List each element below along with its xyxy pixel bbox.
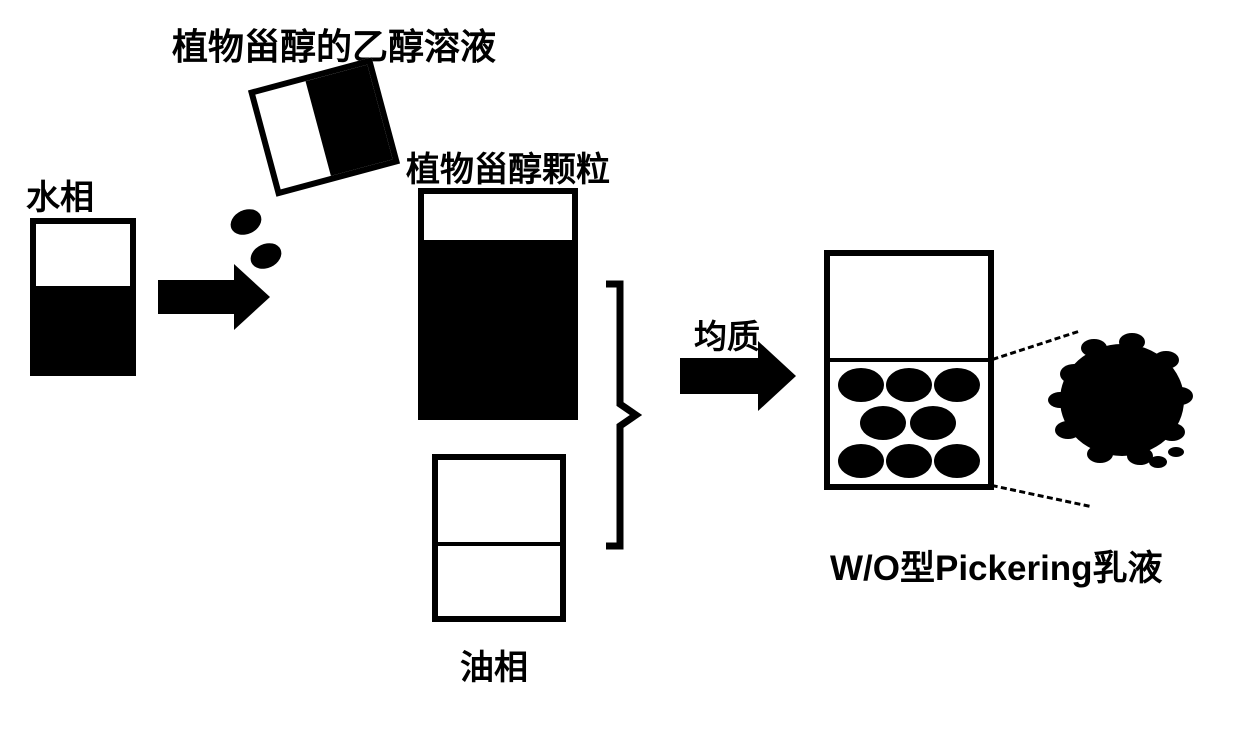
droplet — [838, 368, 884, 402]
droplet — [860, 406, 906, 440]
emulsion-beaker — [824, 250, 994, 490]
droplet — [886, 444, 932, 478]
bracket-icon — [602, 280, 642, 550]
droplet — [886, 368, 932, 402]
arrow-2-head — [758, 341, 796, 411]
homogenize-label: 均质 — [694, 310, 760, 358]
droplet — [934, 368, 980, 402]
water-phase-label: 水相 — [26, 170, 94, 219]
tilted-beaker — [248, 57, 400, 196]
ethanol-solution-label: 植物甾醇的乙醇溶液 — [172, 18, 496, 70]
oil-beaker — [432, 454, 566, 622]
arrow-1-head — [234, 264, 270, 330]
emulsion-label: W/O型Pickering乳液 — [830, 540, 1163, 591]
water-phase-beaker — [30, 218, 136, 376]
droplet — [910, 406, 956, 440]
zoom-line-bottom — [991, 484, 1089, 508]
droplet — [934, 444, 980, 478]
droplet — [838, 444, 884, 478]
drop-1 — [226, 204, 265, 239]
arrow-2-body — [680, 358, 758, 394]
sterol-fill — [424, 240, 572, 414]
particle-cluster-icon — [1046, 324, 1198, 476]
oil-phase-label: 油相 — [460, 640, 528, 689]
sterol-beaker — [418, 188, 578, 420]
emulsion-divider — [830, 358, 988, 362]
arrow-1-body — [158, 280, 234, 314]
water-phase-fill — [36, 286, 130, 370]
tilted-beaker-fill — [306, 65, 393, 176]
oil-divider — [438, 542, 560, 546]
sterol-particles-label: 植物甾醇颗粒 — [406, 142, 610, 191]
